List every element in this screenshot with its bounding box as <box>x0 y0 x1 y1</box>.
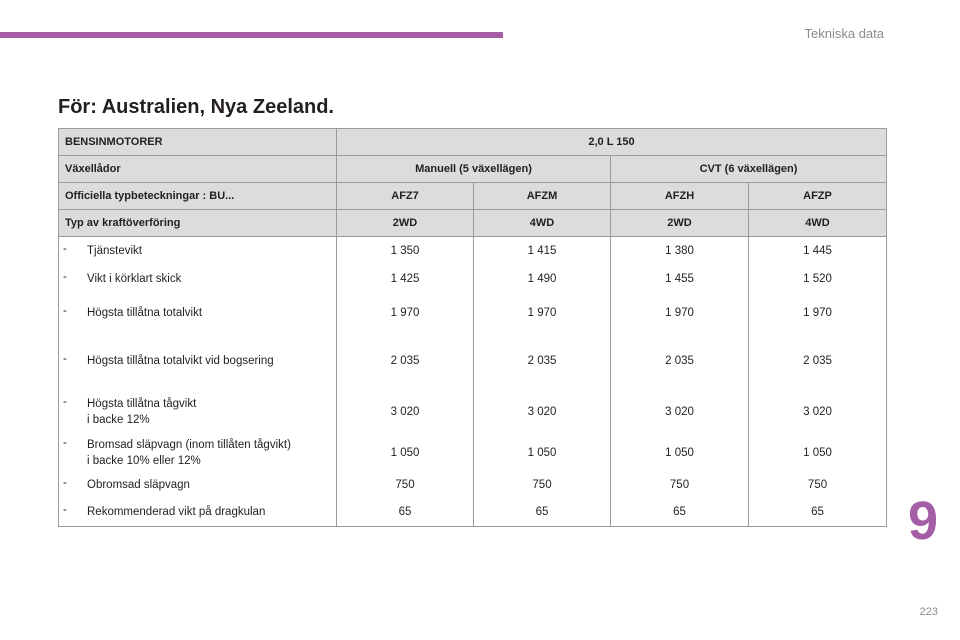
table-row: - Vikt i körklart skick 1 425 1 490 1 455 1 5… <box>58 264 888 293</box>
row-value: 3 020 <box>336 388 474 435</box>
row-value: 2 035 <box>747 332 888 389</box>
row-value: 1 970 <box>610 292 749 333</box>
row-value: 1 970 <box>747 292 888 333</box>
row-label-line: i backe 10% eller 12% <box>87 454 201 467</box>
row-value: 1 050 <box>747 434 888 471</box>
row-value: 3 020 <box>473 388 611 435</box>
row-value: 1 970 <box>336 292 474 333</box>
row-dash: - <box>63 270 67 283</box>
drive-cell: 2WD <box>336 209 474 237</box>
table-row: - Bromsad släpvagn (inom tillåten tågvikt… <box>58 434 888 471</box>
table-row: - Högsta tillåtna totalvikt 1 970 1 970 1 97… <box>58 292 888 333</box>
row-value: 2 035 <box>336 332 474 389</box>
page-title: För: Australien, Nya Zeeland. <box>58 96 334 118</box>
drive-cell: 4WD <box>473 209 611 237</box>
row-dash: - <box>63 436 67 449</box>
typecode-cell: AFZP <box>747 182 888 210</box>
row-label: - Tjänstevikt <box>58 236 337 265</box>
row-value: 1 050 <box>336 434 474 471</box>
row-dash: - <box>63 352 67 365</box>
row-dash: - <box>63 242 67 255</box>
row-dash: - <box>63 476 67 489</box>
row-value: 1 050 <box>610 434 749 471</box>
row-label: - Vikt i körklart skick <box>58 264 337 293</box>
row-label-line: Vikt i körklart skick <box>87 272 182 285</box>
gearbox-row: Växellådor Manuell (5 växellägen) CVT (6… <box>58 155 888 183</box>
row-value: 750 <box>336 470 474 499</box>
row-value: 65 <box>336 498 474 527</box>
row-label: - Högsta tillåtna tågvikt i backe 12% <box>58 388 337 435</box>
drive-cell: 4WD <box>747 209 888 237</box>
row-label-line: Obromsad släpvagn <box>87 478 190 491</box>
row-value: 65 <box>747 498 888 527</box>
table-row: - Obromsad släpvagn 750 750 750 750 <box>58 470 888 499</box>
row-value: 3 020 <box>747 388 888 435</box>
gearbox-label: Växellådor <box>58 155 337 183</box>
typecode-label: Officiella typbeteckningar : BU... <box>58 182 337 210</box>
top-accent-bar <box>0 32 503 38</box>
row-label-line: Tjänstevikt <box>87 244 142 257</box>
row-value: 65 <box>610 498 749 527</box>
typecode-cell: AFZ7 <box>336 182 474 210</box>
drive-cell: 2WD <box>610 209 749 237</box>
table-row: - Högsta tillåtna totalvikt vid bogsering… <box>58 332 888 389</box>
row-label: - Rekommenderad vikt på dragkulan <box>58 498 337 527</box>
row-value: 1 050 <box>473 434 611 471</box>
row-dash: - <box>63 504 67 517</box>
row-value: 750 <box>747 470 888 499</box>
row-label-line: Bromsad släpvagn (inom tillåten tågvikt) <box>87 438 291 451</box>
row-value: 2 035 <box>473 332 611 389</box>
table-row: - Tjänstevikt 1 350 1 415 1 380 1 445 <box>58 236 888 265</box>
typecode-cell: AFZH <box>610 182 749 210</box>
row-label-line: i backe 12% <box>87 413 150 426</box>
row-value: 1 415 <box>473 236 611 265</box>
row-value: 1 380 <box>610 236 749 265</box>
gearbox-cvt: CVT (6 växellägen) <box>609 155 888 183</box>
gearbox-manual: Manuell (5 växellägen) <box>336 155 611 183</box>
row-label: - Högsta tillåtna totalvikt vid bogsering <box>58 332 337 389</box>
row-value: 750 <box>473 470 611 499</box>
page-number: 223 <box>919 606 938 618</box>
drive-row: Typ av kraftöverföring 2WD 4WD 2WD 4WD <box>58 209 888 237</box>
table-row: - Högsta tillåtna tågvikt i backe 12% 3 020… <box>58 388 888 435</box>
table-row: - Rekommenderad vikt på dragkulan 65 65 65 65 <box>58 498 888 527</box>
engine-row: BENSINMOTORER 2,0 L 150 <box>58 128 888 156</box>
row-label-line: Högsta tillåtna tågvikt <box>87 397 197 410</box>
row-value: 3 020 <box>610 388 749 435</box>
engine-value: 2,0 L 150 <box>335 128 888 156</box>
row-label: - Obromsad släpvagn <box>58 470 337 499</box>
row-label-line: Högsta tillåtna totalvikt <box>87 306 203 319</box>
engine-label: BENSINMOTORER <box>58 128 337 156</box>
typecode-cell: AFZM <box>473 182 611 210</box>
typecode-row: Officiella typbeteckningar : BU... AFZ7 … <box>58 182 888 210</box>
row-label-line: Rekommenderad vikt på dragkulan <box>87 506 266 519</box>
row-value: 2 035 <box>610 332 749 389</box>
row-value: 1 520 <box>747 264 888 293</box>
row-value: 1 350 <box>336 236 474 265</box>
row-value: 65 <box>473 498 611 527</box>
weights-table: BENSINMOTORER 2,0 L 150 Växellådor Manue… <box>58 128 888 527</box>
section-label: Tekniska data <box>804 26 885 41</box>
row-label: - Högsta tillåtna totalvikt <box>58 292 337 333</box>
row-label: - Bromsad släpvagn (inom tillåten tågvikt… <box>58 434 337 471</box>
chapter-number: 9 <box>907 491 938 551</box>
row-value: 1 490 <box>473 264 611 293</box>
drive-label: Typ av kraftöverföring <box>58 209 337 237</box>
row-value: 1 455 <box>610 264 749 293</box>
row-label-line: Högsta tillåtna totalvikt vid bogsering <box>87 354 274 367</box>
row-value: 1 970 <box>473 292 611 333</box>
row-dash: - <box>63 304 67 317</box>
row-value: 750 <box>610 470 749 499</box>
row-value: 1 445 <box>747 236 888 265</box>
row-value: 1 425 <box>336 264 474 293</box>
row-dash: - <box>63 395 67 408</box>
